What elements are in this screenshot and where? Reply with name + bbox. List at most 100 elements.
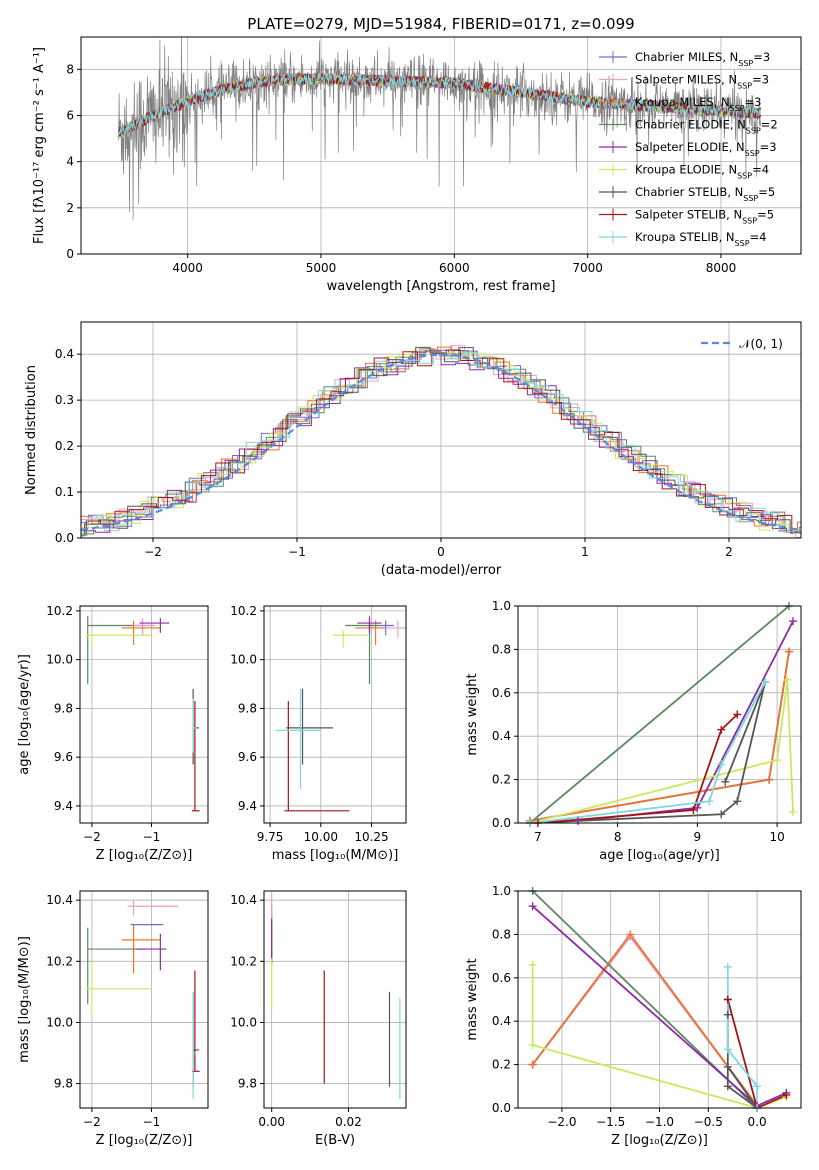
axes-frame <box>263 890 407 1109</box>
mass-weight-line <box>529 681 766 823</box>
x-tick-label: −1 <box>288 545 306 559</box>
mass-weight-line <box>726 999 787 1108</box>
x-tick-label: 0 <box>437 545 445 559</box>
axes-frame <box>517 890 802 1109</box>
errorbar-point <box>355 620 386 646</box>
x-tick-label: −1 <box>143 830 161 844</box>
errorbar-point <box>192 991 200 1087</box>
x-tick-label: −1.5 <box>596 1115 625 1129</box>
x-tick-label: −0.5 <box>694 1115 723 1129</box>
y-tick-label: 0.4 <box>55 347 74 361</box>
mass-weight-marker <box>721 777 730 786</box>
mass-weight-line <box>531 964 787 1108</box>
mass-weight-marker <box>723 1062 732 1071</box>
mass_vs_Z-panel: −2 −1 9.8 10.0 10.2 10.4 Z [log₁₀(Z/Z⊙)] mass [… <box>17 890 209 1148</box>
y-tick-label: 10.0 <box>46 1015 73 1029</box>
legend-entry: Chabrier STELIB, NSSP=5 <box>635 185 775 203</box>
y-tick-label: 1.0 <box>492 599 511 613</box>
errorbar-point <box>121 620 161 646</box>
residuals-plot-area <box>81 345 801 538</box>
y-tick-label: 0.0 <box>492 816 511 830</box>
axes-frame <box>79 890 209 1109</box>
errorbar-point <box>127 900 179 916</box>
y-tick-label: 0.2 <box>55 439 74 453</box>
y-axis-label: Flux [fλ10⁻¹⁷ erg cm⁻² s⁻¹ A⁻¹] <box>32 47 47 244</box>
x-axis-label: Z [log₁₀(Z/Z⊙)] <box>96 1133 193 1148</box>
y-tick-label: 10.0 <box>230 653 257 667</box>
mass-weight-marker <box>733 710 742 719</box>
y-axis-label: age [log₁₀(age/yr)] <box>17 654 32 775</box>
mass-weight-marker <box>785 647 794 656</box>
y-tick-label: 9.6 <box>238 750 257 764</box>
x-axis-label: wavelength [Angstrom, rest frame] <box>327 279 556 294</box>
y-axis-label: mass [log₁₀(M/M⊙)] <box>17 936 32 1063</box>
y-tick-label: 0.1 <box>55 485 74 499</box>
mass-weight-line <box>537 713 738 823</box>
y-tick-label: 8 <box>66 62 74 76</box>
y-tick-label: 0.2 <box>492 773 511 787</box>
y-tick-label: 0.8 <box>492 642 511 656</box>
mass-weight-marker <box>723 995 732 1004</box>
x-tick-label: 0.00 <box>258 1115 285 1129</box>
y-axis-label: mass weight <box>465 958 480 1040</box>
y-tick-label: 10.2 <box>46 604 73 618</box>
residual-histogram-step <box>81 350 801 537</box>
mass-weight-line <box>577 620 794 822</box>
mass_vs_Z-plot-area <box>85 900 200 1099</box>
y-tick-label: 0.3 <box>55 393 74 407</box>
x-tick-label: −1 <box>143 1115 161 1129</box>
errorbar-point <box>284 701 350 812</box>
y-tick-label: 0.0 <box>55 531 74 545</box>
errorbar-point <box>85 961 152 1014</box>
mass-weight-marker <box>528 902 537 911</box>
axes-frame <box>80 321 802 539</box>
mass-weight-line <box>531 932 758 1107</box>
age_vs_mass-plot-area <box>276 615 406 812</box>
axes-frame <box>80 36 802 255</box>
y-tick-label: 9.6 <box>54 750 73 764</box>
y-tick-label: 6 <box>66 108 74 122</box>
errorbar-point <box>192 698 197 753</box>
mass-weight-marker <box>626 930 635 939</box>
mass_vs_ebv-panel: 0.00 0.02 9.8 10.0 10.2 10.4 E(B-V) <box>230 890 407 1148</box>
y-tick-label: 10.4 <box>46 893 73 907</box>
spectrum-panel: 4000 5000 6000 7000 8000 0 2 4 6 8 wavelength [Ang… <box>32 15 802 294</box>
normal-reference-curve <box>81 353 799 531</box>
x-tick-label: −2.0 <box>547 1115 576 1129</box>
x-tick-label: 10 <box>769 830 784 844</box>
y-tick-label: 10.2 <box>46 954 73 968</box>
age_vs_Z-plot-area <box>85 615 200 812</box>
y-tick-label: 0.0 <box>492 1101 511 1115</box>
residual-histogram-step <box>81 345 801 538</box>
x-tick-label: −2 <box>83 1115 101 1129</box>
x-axis-label: E(B-V) <box>315 1133 355 1148</box>
mass-weight-line <box>529 679 794 823</box>
mass-weight-marker <box>765 775 774 784</box>
age_vs_Z-panel: −2 −1 9.4 9.6 9.8 10.0 10.2 Z [log₁₀(Z/Z⊙)] age … <box>17 604 209 863</box>
y-tick-label: 9.8 <box>54 701 73 715</box>
y-tick-label: 4 <box>66 155 74 169</box>
errorbar-point <box>332 630 368 648</box>
legend-entry: Kroupa MILES, NSSP=3 <box>635 95 761 113</box>
x-tick-label: 8 <box>614 830 622 844</box>
x-tick-label: 2 <box>725 545 733 559</box>
errorbar-point <box>87 927 148 1005</box>
axes-frame <box>79 605 209 824</box>
x-tick-label: 0.0 <box>748 1115 767 1129</box>
chart-title: PLATE=0279, MJD=51984, FIBERID=0171, z=0… <box>247 15 634 33</box>
mass-weight-marker <box>717 725 726 734</box>
mass-weight-marker <box>705 797 714 806</box>
y-tick-label: 0.6 <box>492 686 511 700</box>
x-tick-label: 9 <box>694 830 702 844</box>
x-tick-label: −2 <box>83 830 101 844</box>
x-axis-label: (data-model)/error <box>381 563 502 578</box>
residual-histogram-step <box>81 348 801 533</box>
model-spectrum-line <box>117 72 762 138</box>
y-tick-label: 0.8 <box>492 927 511 941</box>
mass-weight-marker <box>528 1041 537 1050</box>
residual-histogram-step <box>81 350 801 535</box>
errorbar-point <box>286 688 333 765</box>
errorbar-point <box>127 618 155 636</box>
x-axis-label: Z [log₁₀(Z/Z⊙)] <box>96 848 193 863</box>
errorbar-point <box>192 991 197 1099</box>
